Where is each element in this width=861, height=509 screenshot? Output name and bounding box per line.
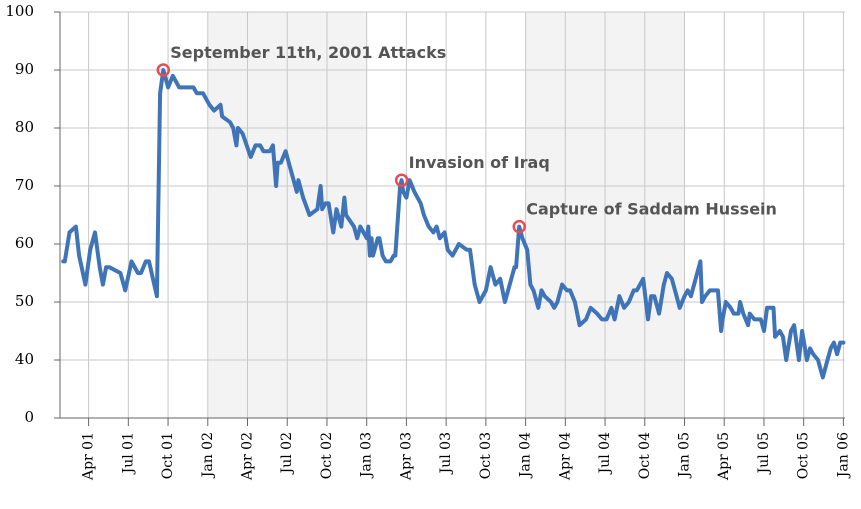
annotation: Capture of Saddam Hussein <box>526 200 777 219</box>
x-tick-label: Oct 01 <box>160 432 176 479</box>
x-tick-label: Oct 02 <box>319 432 335 479</box>
annotation-marker <box>156 63 171 77</box>
annotation-marker <box>394 173 409 187</box>
x-tick-label: Apr 01 <box>81 432 97 481</box>
x-tick-label: Jul 05 <box>756 432 772 475</box>
annotation: Invasion of Iraq <box>409 153 550 172</box>
x-tick-label: Apr 04 <box>557 432 573 481</box>
y-tick-label: 40 <box>15 350 34 368</box>
x-tick-label: Jan 02 <box>200 432 216 479</box>
x-tick-label: Jan 03 <box>359 432 375 479</box>
y-tick-label: 70 <box>15 176 34 194</box>
y-tick-label: 50 <box>15 292 34 310</box>
x-tick-label: Apr 03 <box>398 432 414 481</box>
x-tick-label: Jul 03 <box>438 432 454 475</box>
y-tick-label: 100 <box>5 2 34 20</box>
data-line <box>61 68 846 380</box>
x-tick-label: Apr 05 <box>716 432 732 481</box>
y-tick-label: 0 <box>24 408 34 426</box>
y-tick-label: 90 <box>15 60 34 78</box>
y-tick-label: 60 <box>15 234 34 252</box>
x-tick-label: Oct 04 <box>637 432 653 479</box>
x-tick-label: Oct 05 <box>796 432 812 479</box>
x-tick-label: Jul 04 <box>597 432 613 475</box>
x-tick-label: Oct 03 <box>478 432 494 479</box>
x-tick-label: Jul 01 <box>120 432 136 475</box>
y-tick-label: 80 <box>15 118 34 136</box>
x-tick-label: Jan 04 <box>518 432 534 479</box>
x-tick-label: Jan 05 <box>677 432 693 479</box>
x-tick-label: Apr 02 <box>240 432 256 481</box>
annotation-marker <box>512 219 526 234</box>
x-tick-label: Jan 06 <box>835 432 851 479</box>
x-tick-label: Jul 02 <box>279 432 295 475</box>
annotation: September 11th, 2001 Attacks <box>170 43 446 62</box>
